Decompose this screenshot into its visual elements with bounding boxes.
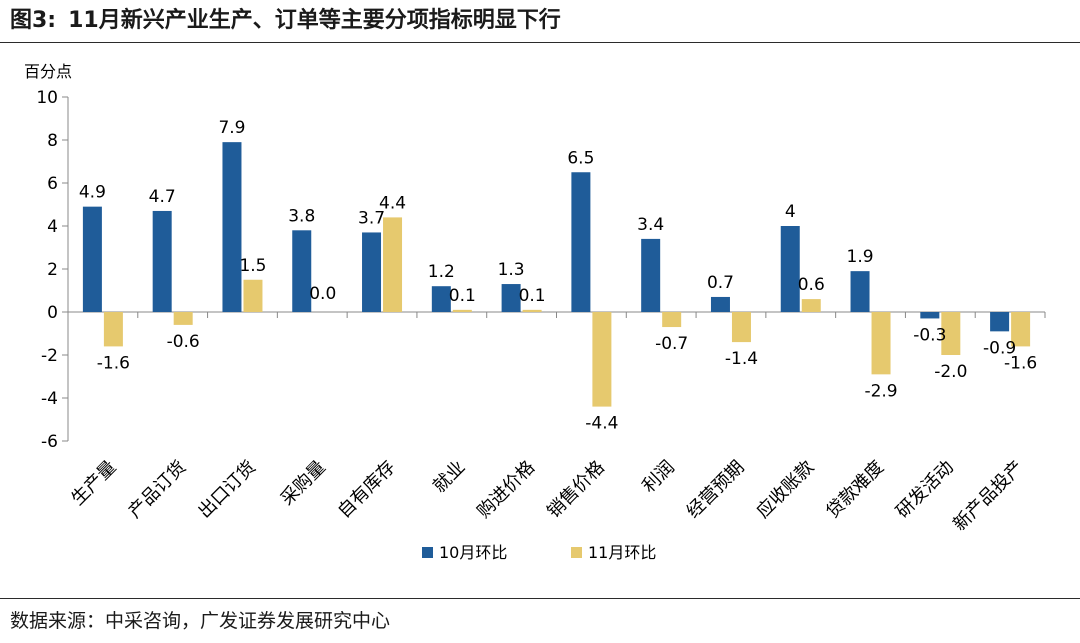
data-label-oct-item-7: 6.5 — [567, 148, 594, 168]
legend-label-oct: 10月环比 — [439, 543, 507, 562]
bar-nov-item-13 — [1011, 312, 1031, 347]
bar-nov-item-4 — [383, 217, 403, 312]
data-label-oct-item-8: 3.4 — [637, 215, 664, 235]
data-label-oct-item-1: 4.7 — [149, 187, 176, 207]
data-label-oct-item-4: 3.7 — [358, 208, 385, 228]
data-label-oct-item-5: 1.2 — [428, 262, 455, 282]
data-label-oct-item-11: 1.9 — [847, 247, 874, 267]
figure-number: 图3: — [10, 8, 57, 33]
data-label-nov-item-6: 0.1 — [519, 286, 546, 306]
data-label-nov-item-7: -4.4 — [585, 414, 618, 434]
bar-oct-item-13 — [990, 312, 1010, 332]
bar-nov-item-12 — [941, 312, 961, 355]
source-note: 数据来源：中采咨询，广发证券发展研究中心 — [10, 610, 391, 632]
category-label-item-3: 采购量 — [277, 457, 330, 510]
category-label-item-1: 产品订货 — [124, 457, 190, 523]
bottom-rule — [0, 598, 1080, 599]
category-label-layer: 生产量 产品订货 出口订货 采购量 自有库存 就业 购进价格 销售价格 利润 经营预期 应收账款 贷款… — [67, 457, 1027, 535]
data-label-nov-item-13: -1.6 — [1004, 353, 1037, 373]
legend-swatch-nov — [571, 547, 582, 558]
data-label-nov-item-10: 0.6 — [798, 275, 825, 295]
category-label-item-5: 就业 — [429, 457, 469, 497]
legend: 10月环比 11月环比 — [422, 543, 656, 562]
data-label-nov-item-8: -0.7 — [655, 334, 688, 354]
bar-nov-item-5 — [452, 309, 472, 312]
bar-nov-item-6 — [522, 309, 542, 312]
y-axis-unit-label: 百分点 — [24, 62, 72, 81]
bar-oct-item-0 — [82, 206, 102, 312]
bar-oct-item-9 — [710, 296, 730, 312]
bar-nov-item-0 — [103, 312, 123, 347]
bar-oct-item-12 — [920, 312, 940, 319]
bar-layer — [82, 142, 1031, 407]
legend-swatch-oct — [422, 547, 433, 558]
data-label-oct-item-9: 0.7 — [707, 273, 734, 293]
data-label-oct-item-6: 1.3 — [498, 260, 525, 280]
figure-title: 图3: 11月新兴产业生产、订单等主要分项指标明显下行 — [10, 5, 561, 37]
data-label-nov-item-9: -1.4 — [725, 349, 758, 369]
data-label-oct-item-0: 4.9 — [79, 183, 106, 203]
data-label-nov-item-1: -0.6 — [167, 332, 200, 352]
y-tick-label: 0 — [47, 303, 58, 323]
data-label-nov-item-5: 0.1 — [449, 286, 476, 306]
bar-nov-item-2 — [243, 279, 263, 312]
bar-nov-item-8 — [662, 312, 682, 328]
bar-nov-item-7 — [592, 312, 612, 407]
bar-nov-item-1 — [173, 312, 193, 325]
y-tick-label: 8 — [47, 131, 58, 151]
y-tick-label: -6 — [41, 432, 58, 452]
data-label-oct-item-10: 4 — [785, 202, 796, 222]
category-label-item-10: 应收账款 — [753, 457, 819, 523]
bar-oct-item-4 — [362, 232, 382, 312]
bar-oct-item-10 — [780, 226, 800, 312]
top-rule — [0, 42, 1080, 43]
category-label-item-0: 生产量 — [67, 457, 120, 510]
bar-nov-item-10 — [801, 299, 821, 312]
bar-oct-item-7 — [571, 172, 591, 312]
legend-label-nov: 11月环比 — [588, 543, 656, 562]
data-label-nov-item-4: 4.4 — [379, 193, 406, 213]
bar-chart: 10 8 6 4 2 0 -2 -4 -6 百分点 4.9 4.7 7.9 3.8 3.7 1.2 1.3 6.… — [24, 62, 1046, 562]
data-label-nov-item-2: 1.5 — [239, 256, 266, 276]
y-tick-label: 2 — [47, 260, 58, 280]
category-label-item-6: 购进价格 — [473, 457, 539, 523]
category-label-item-4: 自有库存 — [334, 457, 400, 523]
data-label-nov-item-0: -1.6 — [97, 353, 130, 373]
data-label-layer: 4.9 4.7 7.9 3.8 3.7 1.2 1.3 6.5 3.4 0.7 4 1.9 -0.3 -0… — [79, 118, 1037, 433]
category-label-item-11: 贷款难度 — [822, 457, 888, 523]
bar-oct-item-8 — [641, 238, 661, 312]
y-tick-label: -2 — [41, 346, 58, 366]
y-tick-label: 4 — [47, 217, 58, 237]
figure-title-text: 11月新兴产业生产、订单等主要分项指标明显下行 — [68, 8, 561, 33]
data-label-oct-item-2: 7.9 — [218, 118, 245, 138]
data-label-nov-item-12: -2.0 — [934, 362, 967, 382]
bar-oct-item-3 — [292, 230, 312, 312]
bar-oct-item-1 — [152, 210, 172, 312]
data-label-oct-item-12: -0.3 — [913, 325, 946, 345]
y-tick-label: 10 — [36, 88, 58, 108]
bar-oct-item-5 — [431, 286, 451, 312]
bar-oct-item-6 — [501, 284, 521, 312]
category-label-item-13: 新产品投产 — [949, 457, 1027, 535]
bar-nov-item-9 — [731, 312, 751, 343]
category-label-item-12: 研发活动 — [892, 457, 958, 523]
data-label-nov-item-3: 0.0 — [309, 284, 336, 304]
bar-oct-item-11 — [850, 271, 870, 312]
data-label-nov-item-11: -2.9 — [864, 381, 897, 401]
data-label-oct-item-3: 3.8 — [288, 206, 315, 226]
y-tick-label: 6 — [47, 174, 58, 194]
y-tick-label: -4 — [41, 389, 58, 409]
category-label-item-7: 销售价格 — [543, 457, 609, 523]
bar-oct-item-2 — [222, 142, 242, 312]
category-label-item-8: 利润 — [638, 457, 678, 497]
bar-nov-item-11 — [871, 312, 891, 375]
category-label-item-2: 出口订货 — [194, 457, 260, 523]
data-label-oct-item-13: -0.9 — [983, 338, 1016, 358]
category-label-item-9: 经营预期 — [683, 457, 749, 523]
